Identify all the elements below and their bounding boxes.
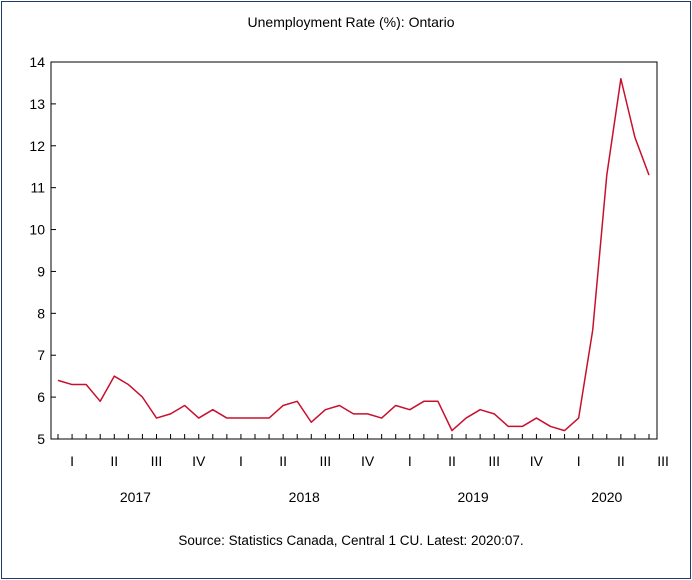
y-tick-label: 6 <box>37 389 45 405</box>
x-quarter-label: II <box>110 453 118 469</box>
x-quarter-label: III <box>657 453 669 469</box>
x-quarter-label: I <box>239 453 243 469</box>
plot-area <box>50 61 658 440</box>
x-quarter-label: II <box>448 453 456 469</box>
x-quarter-label: III <box>320 453 332 469</box>
y-tick-label: 5 <box>37 431 45 447</box>
x-quarter-label: II <box>279 453 287 469</box>
source-note: Source: Statistics Canada, Central 1 CU.… <box>178 533 523 548</box>
x-quarter-label: I <box>70 453 74 469</box>
y-tick-label: 10 <box>29 222 45 238</box>
x-quarter-label: II <box>617 453 625 469</box>
x-quarter-label: IV <box>192 453 206 469</box>
x-quarter-label: I <box>577 453 581 469</box>
y-axis: 5 6 7 8 9 10 11 12 13 14 <box>29 54 56 447</box>
x-year-label: 2019 <box>458 489 489 505</box>
x-quarter-label: I <box>408 453 412 469</box>
x-quarter-label: III <box>488 453 500 469</box>
chart-title: Unemployment Rate (%): Ontario <box>248 14 455 30</box>
series-layer <box>57 78 650 432</box>
series-line-unemployment-rate <box>57 78 650 432</box>
y-tick-label: 13 <box>29 96 45 112</box>
x-year-label: 2017 <box>120 489 151 505</box>
x-year-label: 2018 <box>289 489 320 505</box>
y-tick-label: 9 <box>37 263 45 279</box>
y-tick-label: 8 <box>37 305 45 321</box>
y-tick-label: 11 <box>30 180 45 196</box>
x-quarter-label: IV <box>361 453 375 469</box>
y-tick-label: 7 <box>37 347 45 363</box>
y-tick-label: 14 <box>29 54 45 70</box>
y-tick-label: 12 <box>29 138 45 154</box>
x-year-label: 2020 <box>591 489 622 505</box>
x-quarter-label: IV <box>530 453 544 469</box>
x-quarter-label: III <box>151 453 163 469</box>
